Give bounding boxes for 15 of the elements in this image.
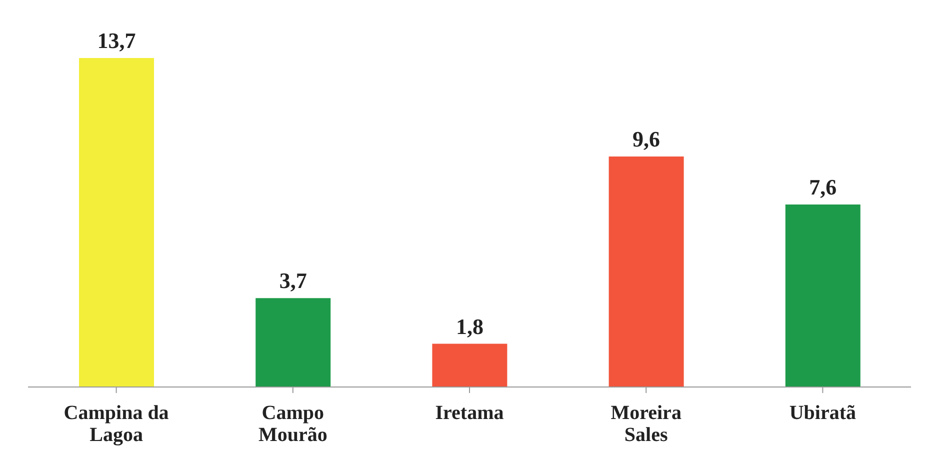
x-tick-label: Campina da Lagoa — [64, 402, 169, 446]
bar — [785, 204, 860, 387]
bar — [608, 156, 684, 387]
x-tick-label: Moreira Sales — [610, 402, 682, 446]
bar — [256, 298, 331, 387]
data-label: 1,8 — [456, 314, 484, 339]
data-label: 9,6 — [632, 126, 660, 152]
x-tick-label: Ubiratã — [789, 402, 856, 424]
x-tick-label: Campo Mourão — [258, 402, 328, 446]
bar — [79, 58, 154, 387]
data-label: 13,7 — [97, 28, 136, 53]
x-tick-label: Iretama — [435, 402, 504, 424]
data-label: 7,6 — [809, 174, 837, 200]
data-label: 3,7 — [279, 268, 307, 294]
bar — [432, 344, 508, 387]
